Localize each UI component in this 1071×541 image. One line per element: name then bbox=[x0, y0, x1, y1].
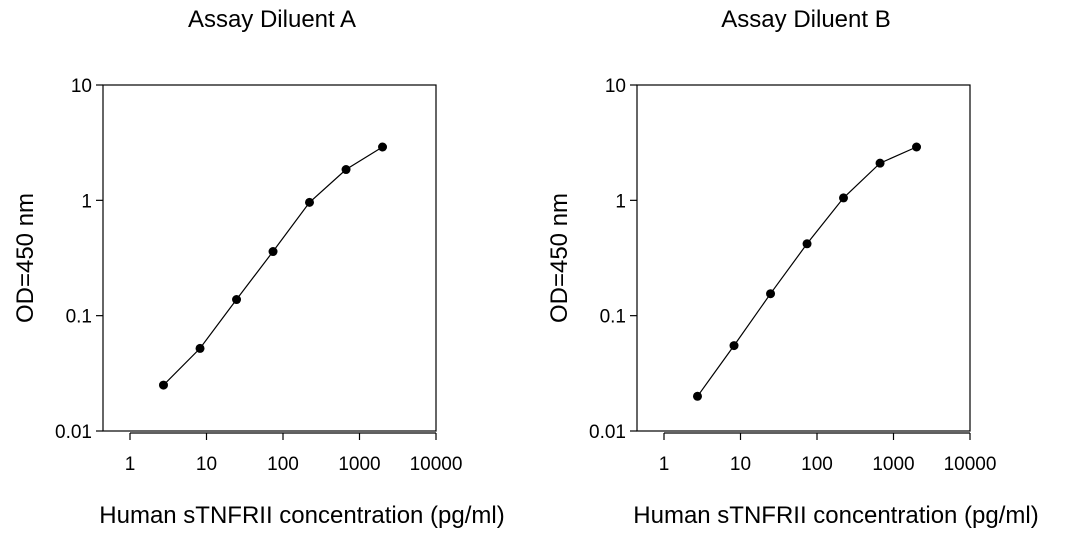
x-tick-label: 1 bbox=[659, 454, 670, 475]
x-axis-label: Human sTNFRII concentration (pg/ml) bbox=[99, 502, 504, 529]
y-axis: 0.01 0.1 1 10 bbox=[589, 76, 637, 443]
data-point bbox=[875, 158, 885, 168]
series-group bbox=[158, 142, 388, 390]
data-point bbox=[195, 343, 205, 353]
series-line bbox=[697, 146, 917, 397]
data-point bbox=[304, 197, 314, 207]
data-point bbox=[378, 142, 388, 152]
y-tick-label: 0.01 bbox=[55, 422, 92, 443]
x-tick-label: 10000 bbox=[944, 454, 997, 475]
y-axis: 0.01 0.1 1 10 bbox=[55, 76, 103, 443]
data-point bbox=[341, 165, 351, 175]
y-axis-label: OD=450 nm bbox=[546, 193, 573, 323]
y-tick-label: 1 bbox=[81, 191, 92, 212]
chart-panel-a: Assay Diluent A 0.01 0.1 1 10 1 10 100 1000 100… bbox=[12, 6, 505, 529]
x-axis: 1 10 100 1000 10000 bbox=[125, 432, 463, 475]
chart-panel-b: Assay Diluent B 0.01 0.1 1 10 1 10 100 1000 100… bbox=[546, 6, 1039, 529]
series-group bbox=[692, 142, 922, 401]
x-tick-label: 1000 bbox=[338, 454, 380, 475]
y-tick-label: 0.1 bbox=[600, 307, 626, 328]
chart-title: Assay Diluent B bbox=[721, 6, 890, 33]
y-tick-label: 0.01 bbox=[589, 422, 626, 443]
y-tick-label: 0.1 bbox=[66, 307, 92, 328]
x-tick-label: 10 bbox=[730, 454, 751, 475]
data-point bbox=[802, 239, 812, 249]
x-tick-label: 100 bbox=[267, 454, 299, 475]
data-point bbox=[268, 247, 278, 257]
data-point bbox=[766, 289, 776, 299]
x-tick-label: 100 bbox=[801, 454, 833, 475]
x-tick-label: 1 bbox=[125, 454, 136, 475]
y-tick-label: 10 bbox=[71, 76, 92, 97]
y-tick-label: 1 bbox=[615, 191, 626, 212]
data-point bbox=[158, 380, 168, 390]
data-point bbox=[912, 142, 922, 152]
data-point bbox=[838, 193, 848, 203]
x-tick-label: 1000 bbox=[872, 454, 914, 475]
data-point bbox=[729, 341, 739, 351]
y-axis-label: OD=450 nm bbox=[12, 193, 39, 323]
data-point bbox=[692, 391, 702, 401]
x-tick-label: 10000 bbox=[410, 454, 463, 475]
y-tick-label: 10 bbox=[605, 76, 626, 97]
x-axis-label: Human sTNFRII concentration (pg/ml) bbox=[633, 502, 1038, 529]
x-axis: 1 10 100 1000 10000 bbox=[659, 432, 997, 475]
data-point bbox=[232, 295, 242, 305]
x-tick-label: 10 bbox=[196, 454, 217, 475]
plot-frame bbox=[636, 84, 971, 432]
chart-title: Assay Diluent A bbox=[188, 6, 356, 33]
plot-frame bbox=[102, 84, 437, 432]
